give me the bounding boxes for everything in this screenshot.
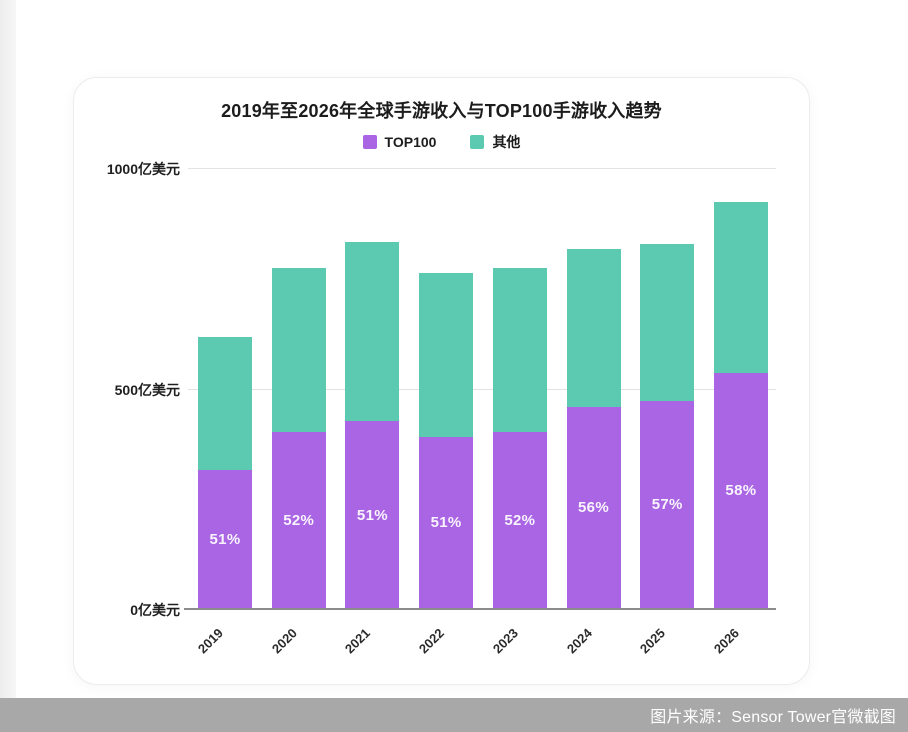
x-axis-label-2025: 2025	[637, 625, 669, 657]
bar-segment-other	[198, 336, 252, 470]
bar-2026: 58%	[713, 167, 768, 608]
bar-2019: 51%	[198, 167, 252, 608]
bar-percent-label: 52%	[283, 511, 315, 529]
legend-swatch-top100-icon	[362, 135, 377, 149]
chart-legend: TOP100 其他	[74, 132, 809, 152]
bar-segment-top100	[713, 372, 768, 608]
bar-percent-label: 52%	[504, 511, 536, 529]
bar-percent-label: 57%	[651, 496, 683, 514]
bar-percent-label: 56%	[578, 499, 609, 517]
bar-segment-top100	[345, 421, 400, 608]
bar-segment-top100	[492, 431, 547, 608]
source-caption-bar: 图片来源：Sensor Tower官微截图	[0, 698, 908, 732]
bar-segment-top100	[419, 436, 474, 608]
bar-segment-other	[271, 268, 326, 432]
chart-title: 2019年至2026年全球手游收入与TOP100手游收入趋势	[221, 101, 662, 121]
x-axis-label-2020: 2020	[268, 625, 300, 657]
bar-percent-label: 51%	[209, 530, 241, 548]
bar-segment-other	[640, 244, 695, 401]
bar-segment-other	[492, 268, 547, 432]
bar-segment-top100	[271, 431, 326, 608]
bar-percent-label: 58%	[725, 482, 757, 500]
x-axis-label-2026: 2026	[710, 625, 742, 657]
bar-2022: 51%	[419, 167, 474, 608]
legend-label-top100: TOP100	[384, 134, 437, 150]
bar-2021: 51%	[345, 167, 400, 608]
bar-2023: 52%	[492, 167, 547, 608]
bar-percent-label: 51%	[356, 506, 388, 524]
bar-2024: 56%	[566, 167, 621, 608]
x-axis-label-2023: 2023	[489, 625, 521, 657]
y-tick-label-0: 0亿美元	[130, 602, 180, 618]
x-axis-label-2019: 2019	[194, 625, 226, 657]
bar-segment-other	[713, 202, 768, 373]
legend-item-other[interactable]: 其他	[470, 132, 520, 152]
bar-segment-top100	[198, 469, 252, 608]
x-axis-line	[184, 608, 776, 610]
gridline-1000	[188, 168, 776, 169]
bar-segment-top100	[566, 406, 621, 608]
left-edge-strip	[0, 0, 16, 698]
source-caption: 图片来源：Sensor Tower官微截图	[650, 709, 896, 726]
y-tick-label-500: 500亿美元	[114, 382, 180, 398]
x-axis-label-2021: 2021	[342, 625, 374, 657]
bar-2025: 57%	[640, 167, 695, 608]
x-axis-label-2024: 2024	[563, 625, 595, 657]
bar-segment-other	[566, 248, 621, 407]
bar-2020: 52%	[271, 167, 326, 608]
legend-swatch-other-icon	[470, 135, 485, 149]
y-tick-label-1000: 1000亿美元	[106, 161, 180, 177]
legend-label-other: 其他	[492, 134, 521, 150]
plot-area: 51% 52% 51% 51% 52% 56% 57% 58%	[188, 168, 776, 609]
x-axis-label-2022: 2022	[415, 625, 448, 657]
bar-percent-label: 51%	[430, 514, 462, 532]
chart-card: 2019年至2026年全球手游收入与TOP100手游收入趋势 TOP100 其他…	[73, 77, 810, 685]
legend-item-top100[interactable]: TOP100	[362, 134, 437, 150]
gridline-500	[188, 389, 776, 390]
bar-segment-other	[345, 241, 400, 422]
bar-segment-top100	[640, 400, 695, 608]
bar-segment-other	[419, 272, 474, 437]
